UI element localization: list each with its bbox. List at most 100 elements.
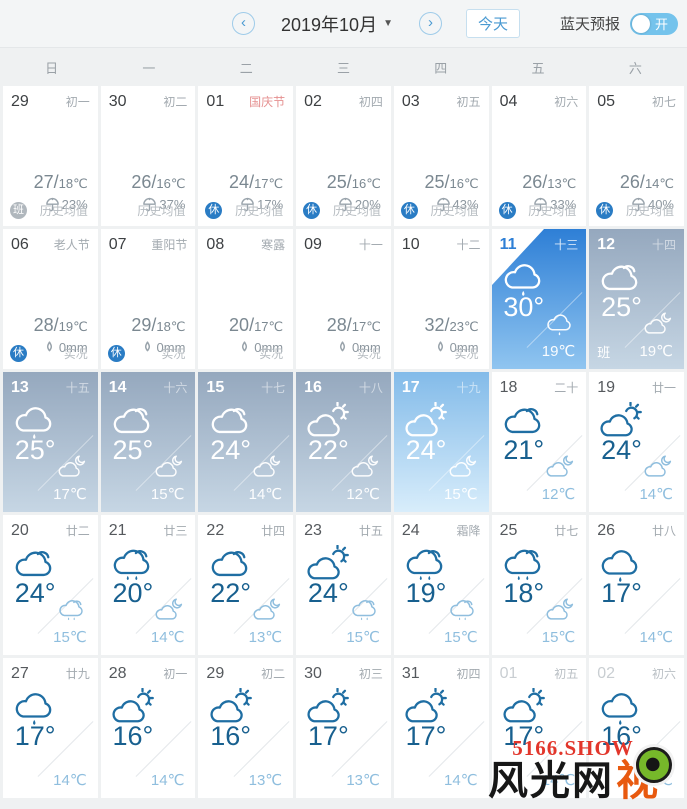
calendar-cell-18[interactable]: 18 二十 21° 12℃ <box>491 372 587 512</box>
chevron-right-icon: › <box>427 14 433 31</box>
drop-icon <box>141 340 154 355</box>
calendar-cell-30[interactable]: 30 初三 17° 13℃ <box>296 658 391 798</box>
calendar-cell-04[interactable]: 04 初六 26/13℃ 33% 休历史均值 <box>491 86 587 226</box>
calendar-cell-29[interactable]: 29 初二 16° 13℃ <box>198 658 294 798</box>
umbrella-icon <box>45 197 59 212</box>
today-button[interactable]: 今天 <box>465 9 520 38</box>
calendar-cell-24[interactable]: 24 霜降 19° 15℃ <box>393 515 489 655</box>
date-number: 09 <box>304 236 322 253</box>
date-number: 01 <box>499 665 518 682</box>
calendar-cell-25[interactable]: 25 廿七 18° 15℃ <box>491 515 587 655</box>
date-number: 21 <box>108 522 127 539</box>
next-month-button[interactable]: › <box>418 12 442 35</box>
lunar-label: 廿三 <box>163 524 188 538</box>
calendar-cell-29[interactable]: 29 初一 27/18℃ 23% 班历史均值 <box>3 86 98 226</box>
calendar-cell-11[interactable]: 11 十三 30° 19℃ <box>491 229 587 369</box>
night-temperature: 13℃ <box>248 629 283 646</box>
lunar-label: 初七 <box>651 95 676 109</box>
drizzle-icon <box>403 545 449 583</box>
day-temperature: 22° <box>307 435 349 465</box>
drop-icon <box>434 340 447 355</box>
night-weather <box>643 454 673 484</box>
precip-stat: 20% <box>338 197 381 212</box>
moon-cloud-icon <box>545 597 575 622</box>
lunar-label: 廿九 <box>65 667 90 681</box>
calendar-cell-14[interactable]: 14 十六 25° 15℃ <box>100 372 196 512</box>
date-number: 30 <box>108 93 127 110</box>
lunar-label: 十七 <box>261 381 286 395</box>
lunar-label: 霜降 <box>456 524 481 538</box>
night-weather <box>154 597 184 627</box>
toggle-on-label: 开 <box>655 17 669 32</box>
day-temperature: 24° <box>405 435 447 465</box>
umbrella-icon <box>632 197 645 212</box>
calendar-cell-07[interactable]: 07 重阳节 29/18℃ 0mm 休 实况 <box>100 229 196 369</box>
day-temperature: 17° <box>503 721 545 751</box>
date-number: 20 <box>11 522 29 539</box>
day-temperature: 16° <box>601 721 642 751</box>
night-temperature: 19℃ <box>541 343 576 360</box>
calendar-cell-26[interactable]: 26 廿八 17° 14℃ <box>589 515 684 655</box>
precip-stat: 37% <box>143 197 185 212</box>
night-temperature: 14℃ <box>639 486 673 503</box>
calendar-cell-31[interactable]: 31 初四 17° 14℃ <box>393 658 489 798</box>
cloud-icon <box>501 402 547 440</box>
lunar-label: 廿四 <box>261 524 286 538</box>
weekday-label: 一 <box>142 60 156 76</box>
lunar-label: 初四 <box>456 667 481 681</box>
calendar-cell-17[interactable]: 17 十九 24° 15℃ <box>393 372 489 512</box>
day-temperature: 16° <box>210 721 252 751</box>
date-number: 08 <box>206 236 225 253</box>
moon-cloud-icon <box>545 454 575 479</box>
night-weather <box>643 311 673 341</box>
drizzle-icon <box>110 545 156 583</box>
lunar-label: 二十 <box>554 381 579 395</box>
calendar-cell-20[interactable]: 20 廿二 24° 15℃ <box>3 515 98 655</box>
calendar-cell-08[interactable]: 08 寒露 20/17℃ 0mm 实况 <box>198 229 294 369</box>
day-weather <box>492 402 556 445</box>
date-number: 24 <box>401 522 420 539</box>
holiday-badge: 休 <box>400 202 418 219</box>
calendar-cell-03[interactable]: 03 初五 25/16℃ 43% 休历史均值 <box>393 86 489 226</box>
calendar-cell-27[interactable]: 27 廿九 17° 14℃ <box>3 658 98 798</box>
day-weather <box>101 402 165 445</box>
calendar-cell-01[interactable]: 01 国庆节 24/17℃ 17% 休历史均值 <box>198 86 294 226</box>
day-weather <box>296 545 360 588</box>
workday-badge: 班 <box>10 202 27 219</box>
calendar-cell-10[interactable]: 10 十二 32/23℃ 0mm 实况 <box>393 229 489 369</box>
sun-cloud-icon <box>305 688 351 726</box>
night-temperature: 15℃ <box>346 629 380 646</box>
date-number: 23 <box>304 522 322 539</box>
data-source-label: 实况 <box>259 347 284 361</box>
day-weather <box>101 545 165 588</box>
date-number: 14 <box>108 379 127 396</box>
calendar-cell-12[interactable]: 12 十四 25° 19℃ 班 <box>589 229 684 369</box>
calendar-cell-01[interactable]: 01 初五 17° 14℃ <box>491 658 587 798</box>
calendar-cell-19[interactable]: 19 廿一 24° 14℃ <box>589 372 684 512</box>
calendar-cell-02[interactable]: 02 初六 16° 14℃ <box>589 658 684 798</box>
night-temperature: 14℃ <box>53 772 87 789</box>
prev-month-button[interactable]: ‹ <box>232 12 255 35</box>
calendar-cell-09[interactable]: 09 十一 28/17℃ 0mm 实况 <box>296 229 391 369</box>
date-number: 15 <box>206 379 225 396</box>
calendar-cell-06[interactable]: 06 老人节 28/19℃ 0mm 休 实况 <box>3 229 98 369</box>
calendar-cell-15[interactable]: 15 十七 24° 14℃ <box>198 372 294 512</box>
calendar-cell-30[interactable]: 30 初二 26/16℃ 37% 历史均值 <box>100 86 196 226</box>
moon-cloud-icon <box>350 454 380 479</box>
calendar-cell-13[interactable]: 13 十五 25° 17℃ <box>3 372 98 512</box>
calendar-cell-02[interactable]: 02 初四 25/16℃ 20% 休历史均值 <box>296 86 391 226</box>
day-weather <box>492 545 556 588</box>
calendar-cell-28[interactable]: 28 初一 16° 14℃ <box>100 658 196 798</box>
day-weather <box>589 688 653 731</box>
calendar-cell-22[interactable]: 22 廿四 22° 13℃ <box>198 515 294 655</box>
bluesky-toggle[interactable]: 开 <box>630 12 679 35</box>
lunar-label: 初五 <box>554 667 579 681</box>
calendar-cell-16[interactable]: 16 十八 22° 12℃ <box>296 372 391 512</box>
date-number: 10 <box>401 236 420 253</box>
hi-lo-temperature: 26/13℃ <box>522 172 577 192</box>
calendar-cell-21[interactable]: 21 廿三 20° 14℃ <box>100 515 196 655</box>
calendar-cell-05[interactable]: 05 初七 26/14℃ 40% 休历史均值 <box>589 86 684 226</box>
calendar-cell-23[interactable]: 23 廿五 24° 15℃ <box>296 515 391 655</box>
month-selector[interactable]: 2019年10月 ▼ <box>281 11 393 37</box>
day-temperature: 18° <box>503 578 545 608</box>
